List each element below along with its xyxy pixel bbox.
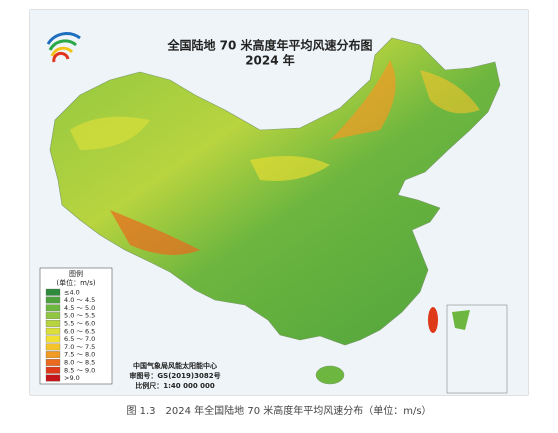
legend-items: ≤4.04.0 ～ 4.54.5 ～ 5.05.0 ～ 5.55.5 ～ 6.0… [45, 288, 95, 382]
credit-line: 比例尺：1:40 000 000 [135, 381, 215, 390]
inset-land [452, 310, 470, 330]
legend-label: 4.5 ～ 5.0 [64, 304, 95, 312]
legend-label: 6.0 ～ 6.5 [64, 327, 95, 335]
legend-swatch [45, 327, 61, 335]
legend-swatch [45, 359, 61, 366]
legend-swatch [45, 288, 61, 296]
legend-title: 图例 [69, 269, 83, 278]
legend-label: 5.0 ～ 5.5 [64, 312, 95, 320]
legend-unit: (单位：m/s) [56, 278, 96, 287]
wind-patch [110, 210, 200, 255]
legend-swatch [45, 335, 61, 343]
legend-swatch [45, 296, 61, 304]
wind-patch [330, 60, 396, 140]
legend-label: 6.5 ～ 7.0 [64, 335, 95, 343]
legend-swatch [45, 304, 61, 312]
legend-label: ≤4.0 [64, 288, 80, 296]
legend-label: 8.0 ～ 8.5 [64, 359, 95, 367]
legend-label: 4.0 ～ 4.5 [64, 296, 95, 304]
credit-line: 审图号：GS(2019)3082号 [129, 371, 220, 380]
wind-patch [420, 70, 480, 114]
wind-patch [250, 156, 330, 181]
legend-swatch [45, 312, 61, 320]
legend-label: >9.0 [64, 374, 80, 382]
legend-label: 7.0 ～ 7.5 [64, 343, 95, 351]
wind-patch [70, 116, 150, 150]
logo [46, 32, 81, 63]
map-title: 全国陆地 70 米高度年平均风速分布图 [166, 38, 372, 53]
map-subtitle: 2024 年 [245, 53, 295, 68]
credit-line: 中国气象局风能太阳能中心 [133, 361, 217, 370]
legend-label: 5.5 ～ 6.0 [64, 320, 95, 328]
caption: 图 1.3 2024 年全国陆地 70 米高度年平均风速分布（单位：m/s） [126, 404, 431, 417]
hainan [315, 365, 345, 385]
legend-swatch [45, 320, 61, 327]
legend-label: 8.5 ～ 9.0 [64, 366, 95, 374]
taiwan [428, 307, 438, 333]
legend-swatch [45, 374, 61, 382]
legend-label: 7.5 ～ 8.0 [64, 351, 95, 359]
legend-swatch [45, 351, 61, 359]
legend-swatch [45, 366, 61, 374]
legend-swatch [45, 343, 61, 351]
